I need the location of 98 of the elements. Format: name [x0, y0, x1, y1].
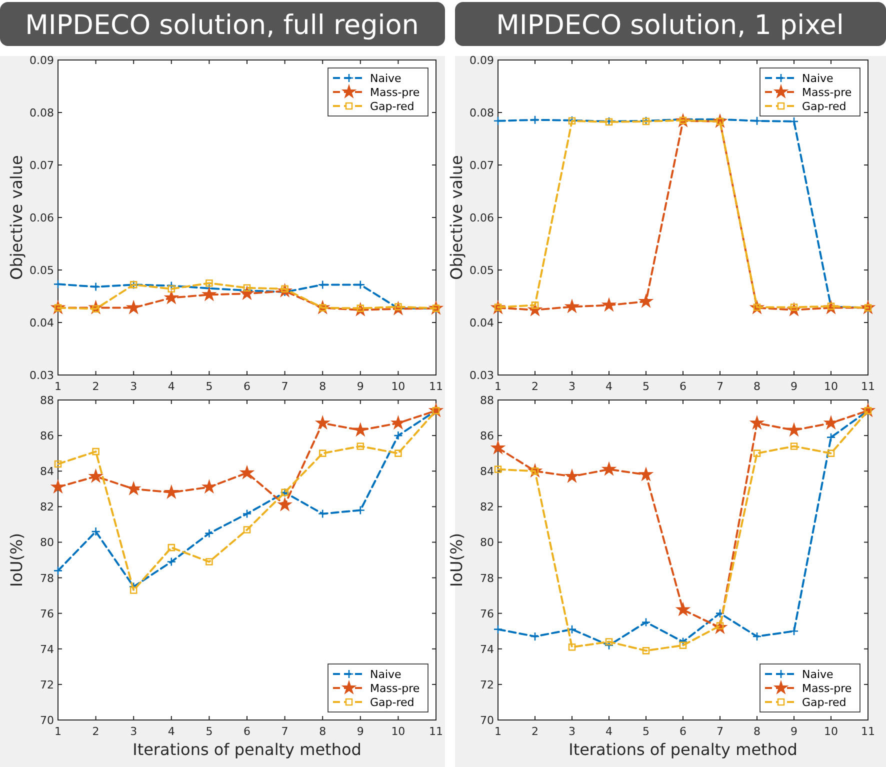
legend-label: Naive [370, 668, 402, 681]
legend-label: Naive [802, 72, 834, 85]
x-tick-label: 10 [824, 380, 838, 393]
x-tick-label: 2 [532, 725, 538, 738]
y-tick-label: 0.08 [470, 106, 494, 120]
x-tick-label: 11 [429, 380, 443, 393]
x-tick-label: 11 [861, 380, 875, 393]
x-tick-label: 2 [92, 380, 100, 393]
x-tick-label: 8 [754, 725, 760, 738]
x-tick-label: 2 [532, 380, 538, 393]
y-tick-label: 88 [40, 394, 54, 407]
x-tick-label: 8 [754, 380, 760, 393]
legend-label: Naive [370, 72, 402, 85]
y-tick-label: 0.06 [470, 212, 494, 224]
x-tick-label: 9 [790, 725, 798, 738]
y-tick-label: 76 [40, 607, 54, 620]
x-tick-label: 9 [356, 725, 364, 738]
y-tick-label: 76 [480, 607, 494, 620]
x-tick-label: 3 [130, 380, 138, 393]
x-tick-label: 6 [244, 380, 250, 393]
y-tick-label: 78 [40, 572, 54, 585]
x-tick-label: 4 [606, 725, 612, 738]
x-tick-label: 6 [680, 380, 686, 393]
x-tick-label: 2 [92, 725, 100, 738]
x-tick-label: 7 [281, 380, 288, 393]
x-tick-label: 11 [429, 725, 443, 738]
y-tick-label: 0.08 [30, 106, 54, 120]
y-tick-label: 88 [480, 394, 494, 407]
x-tick-label: 1 [494, 380, 502, 393]
y-axis-title: Objective value [7, 155, 26, 280]
legend-label: Gap-red [802, 696, 846, 709]
y-tick-label: 82 [40, 500, 54, 514]
x-tick-label: 4 [606, 380, 612, 393]
x-axis-title: Iterations of penalty method [568, 740, 798, 759]
x-tick-label: 7 [281, 725, 288, 738]
x-axis-title: Iterations of penalty method [132, 740, 362, 759]
legend-label: Gap-red [370, 100, 414, 113]
x-tick-label: 1 [494, 725, 502, 738]
y-tick-label: 86 [40, 430, 54, 443]
y-tick-label: 84 [480, 465, 494, 478]
y-tick-label: 82 [480, 500, 494, 514]
y-tick-label: 70 [40, 714, 54, 727]
y-tick-label: 0.03 [30, 369, 54, 382]
y-tick-label: 0.09 [470, 54, 494, 67]
x-tick-label: 6 [244, 725, 250, 738]
y-tick-label: 84 [40, 465, 54, 478]
legend-label: Naive [802, 668, 834, 681]
x-tick-label: 4 [168, 380, 175, 393]
y-tick-label: 0.04 [30, 316, 54, 330]
y-tick-label: 0.06 [30, 212, 54, 224]
y-tick-label: 80 [40, 536, 54, 550]
legend-label: Mass-pre [802, 86, 852, 99]
x-tick-label: 10 [391, 725, 406, 738]
x-tick-label: 7 [716, 725, 724, 738]
y-tick-label: 0.07 [470, 159, 494, 172]
chart-title: MIPDECO solution, full region [25, 10, 419, 41]
x-tick-label: 6 [680, 725, 686, 738]
x-tick-label: 5 [642, 725, 650, 738]
x-tick-label: 5 [206, 725, 213, 738]
y-tick-label: 0.05 [30, 264, 54, 277]
y-tick-label: 72 [40, 678, 54, 692]
y-tick-label: 74 [480, 642, 494, 656]
y-tick-label: 0.04 [470, 316, 494, 330]
y-tick-label: 74 [40, 642, 54, 656]
x-tick-label: 3 [130, 725, 138, 738]
y-tick-label: 0.09 [30, 54, 54, 67]
y-tick-label: 80 [480, 536, 494, 550]
y-axis-title: IoU(%) [7, 533, 26, 587]
y-axis-title: IoU(%) [447, 533, 466, 587]
legend-label: Gap-red [370, 696, 414, 709]
x-tick-label: 10 [824, 725, 838, 738]
x-tick-label: 4 [168, 725, 175, 738]
x-tick-label: 8 [319, 725, 326, 738]
x-tick-label: 9 [356, 380, 364, 393]
x-tick-label: 5 [642, 380, 650, 393]
y-tick-label: 0.05 [470, 264, 494, 277]
x-tick-label: 9 [790, 380, 798, 393]
x-tick-label: 10 [391, 380, 406, 393]
legend-label: Mass-pre [802, 682, 852, 695]
y-tick-label: 70 [480, 714, 494, 727]
y-tick-label: 0.07 [30, 159, 54, 172]
x-tick-label: 5 [206, 380, 213, 393]
y-tick-label: 78 [480, 572, 494, 585]
y-tick-label: 0.03 [470, 369, 494, 382]
x-tick-label: 3 [568, 725, 576, 738]
y-axis-title: Objective value [447, 155, 466, 280]
legend-label: Mass-pre [370, 86, 420, 99]
legend-label: Mass-pre [370, 682, 420, 695]
x-tick-label: 11 [861, 725, 875, 738]
x-tick-label: 1 [54, 725, 62, 738]
legend-label: Gap-red [802, 100, 846, 113]
x-tick-label: 3 [568, 380, 576, 393]
y-tick-label: 86 [480, 430, 494, 443]
y-tick-label: 72 [480, 678, 494, 692]
x-tick-label: 8 [319, 380, 326, 393]
x-tick-label: 7 [716, 380, 724, 393]
chart-title: MIPDECO solution, 1 pixel [496, 10, 844, 41]
x-tick-label: 1 [54, 380, 62, 393]
